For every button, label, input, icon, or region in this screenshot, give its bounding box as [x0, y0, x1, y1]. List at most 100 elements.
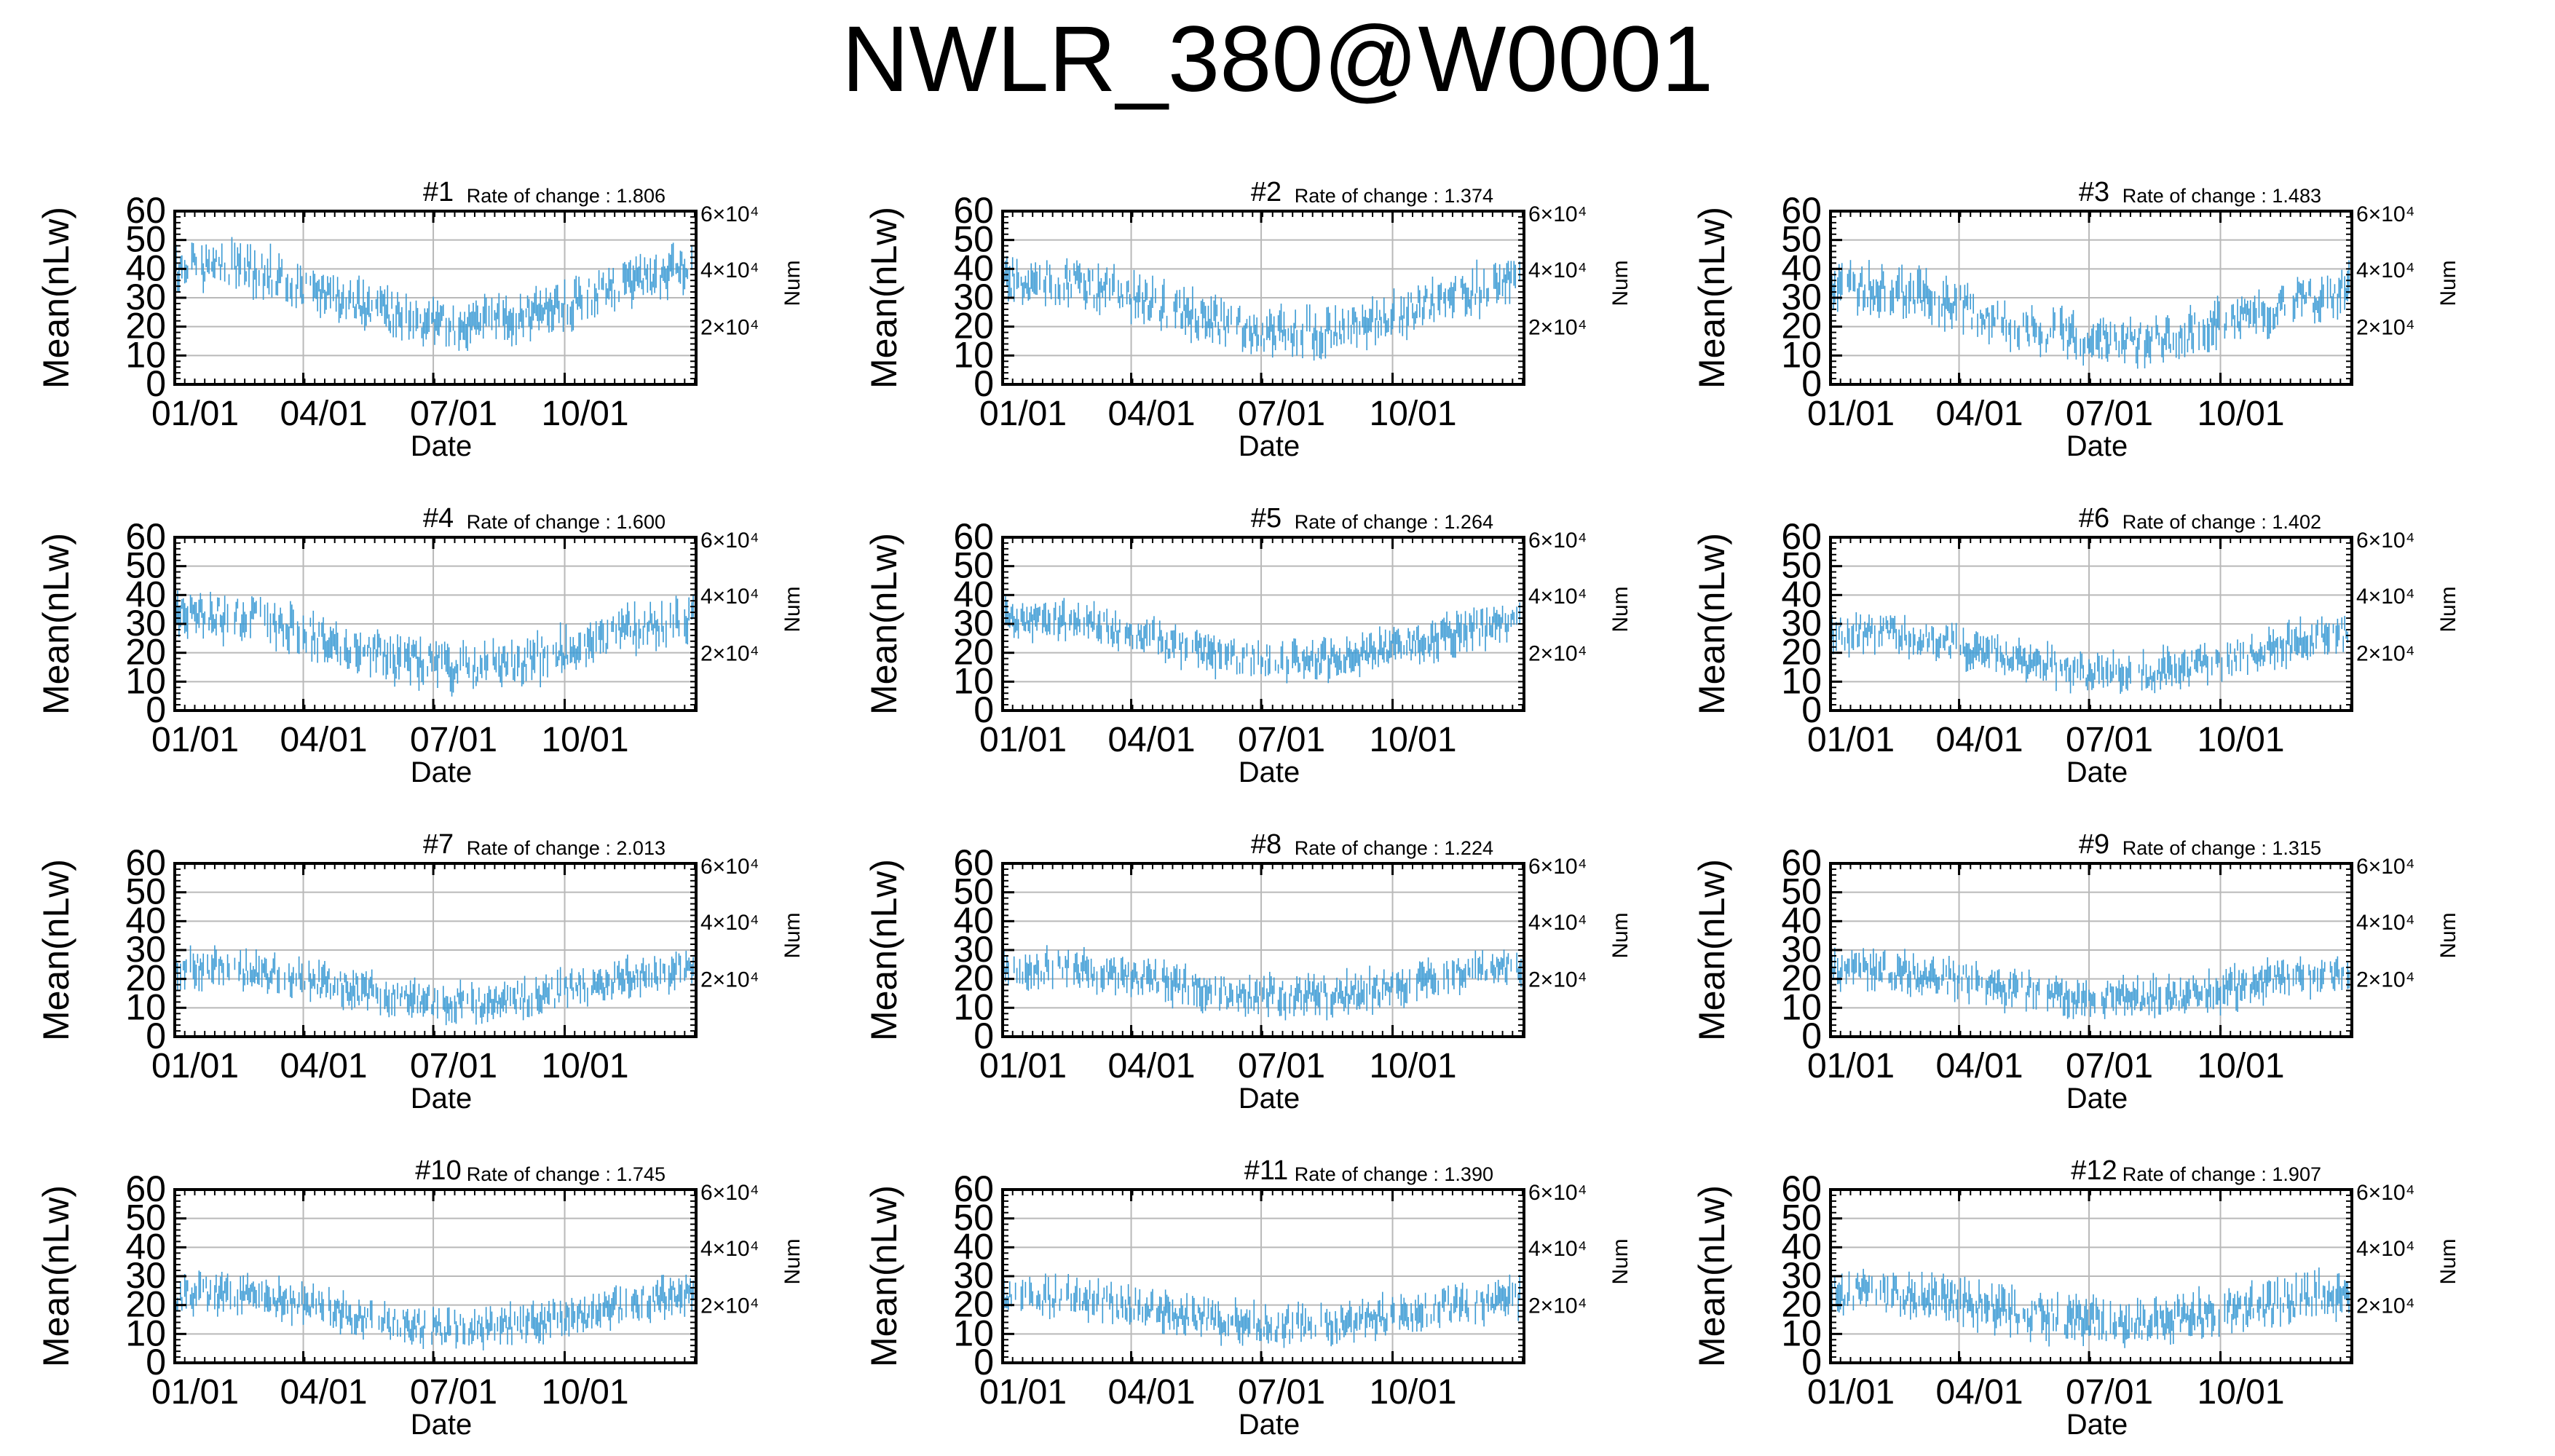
data-series	[1831, 947, 2350, 1019]
x-tick-label: 04/01	[1935, 1047, 2023, 1085]
y-tick-label: 40	[1781, 900, 1822, 941]
x-tick-label: 04/01	[280, 395, 367, 433]
y-tick-label: 20	[953, 306, 994, 347]
x-tick-label: 10/01	[2197, 721, 2284, 759]
y-tick-label: 50	[125, 871, 166, 912]
y-tick-label: 40	[953, 900, 994, 941]
y2-axis-label: Num	[2436, 912, 2460, 958]
y-tick-label: 50	[125, 1198, 166, 1238]
y-tick-label: 30	[1781, 603, 1822, 644]
page-title: NWLR_380@W0001	[841, 7, 1714, 111]
rate-of-change-label: Rate of change : 1.224	[1295, 837, 1493, 859]
y2-tick-label: 6×10⁴	[2356, 855, 2414, 879]
y2-axis-label: Num	[1608, 912, 1632, 958]
y2-tick-label: 4×10⁴	[700, 911, 759, 935]
data-series	[1831, 260, 2350, 369]
y-tick-label: 60	[953, 190, 994, 231]
y-axis-label: Mean(nLw)	[36, 207, 76, 389]
y-tick-label: 10	[953, 986, 994, 1027]
y2-tick-label: 2×10⁴	[700, 968, 759, 992]
y-axis-label: Mean(nLw)	[1691, 859, 1732, 1041]
y-axis-label: Mean(nLw)	[864, 533, 904, 715]
x-tick-label: 10/01	[2197, 395, 2284, 433]
y-tick-label: 30	[125, 929, 166, 970]
y-tick-label: 60	[125, 190, 166, 231]
y2-tick-label: 6×10⁴	[1528, 202, 1587, 226]
y-tick-label: 10	[1781, 986, 1822, 1027]
x-tick-label: 10/01	[541, 1373, 628, 1412]
y-tick-label: 0	[1801, 1016, 1822, 1056]
y-tick-label: 50	[953, 219, 994, 260]
y-tick-label: 40	[953, 574, 994, 614]
x-tick-label: 07/01	[1238, 395, 1325, 433]
y2-tick-label: 4×10⁴	[1528, 258, 1587, 282]
y-tick-label: 10	[1781, 334, 1822, 375]
x-axis-label: Date	[2066, 756, 2128, 788]
y-tick-label: 30	[125, 277, 166, 317]
x-tick-label: 04/01	[1935, 721, 2023, 759]
y-tick-label: 30	[953, 929, 994, 970]
y-tick-label: 40	[125, 1226, 166, 1267]
x-tick-label: 07/01	[2066, 1047, 2153, 1085]
x-axis-label: Date	[1239, 1083, 1300, 1115]
y-tick-label: 0	[974, 1016, 994, 1056]
y-tick-label: 0	[146, 1342, 166, 1382]
y-axis-label: Mean(nLw)	[1691, 533, 1732, 715]
rate-of-change-label: Rate of change : 1.374	[1295, 185, 1493, 207]
y-axis-label: Mean(nLw)	[36, 1185, 76, 1367]
y-tick-label: 30	[125, 603, 166, 644]
y2-tick-label: 4×10⁴	[700, 1237, 759, 1261]
data-series	[1831, 612, 2348, 695]
y2-axis-label: Num	[781, 912, 805, 958]
y-axis-label: Mean(nLw)	[864, 207, 904, 389]
panel-title: #8	[1251, 829, 1282, 860]
panel-title: #10	[415, 1155, 461, 1186]
y2-tick-label: 6×10⁴	[700, 1181, 759, 1205]
y-tick-label: 60	[125, 516, 166, 557]
y-tick-label: 50	[1781, 545, 1822, 586]
x-tick-label: 01/01	[979, 1047, 1067, 1085]
y-tick-label: 30	[953, 277, 994, 317]
y2-tick-label: 4×10⁴	[2356, 258, 2414, 282]
y2-tick-label: 2×10⁴	[700, 315, 759, 339]
y-tick-label: 0	[974, 689, 994, 730]
x-tick-label: 04/01	[1935, 395, 2023, 433]
y-tick-label: 0	[1801, 363, 1822, 404]
y2-axis-label: Num	[781, 1238, 805, 1284]
y2-axis-label: Num	[781, 586, 805, 632]
data-series	[175, 1270, 694, 1350]
y-tick-label: 30	[1781, 277, 1822, 317]
y2-tick-label: 4×10⁴	[2356, 585, 2414, 609]
y-tick-label: 20	[125, 306, 166, 347]
x-tick-label: 07/01	[2066, 395, 2153, 433]
y2-tick-label: 6×10⁴	[1528, 529, 1587, 553]
y-tick-label: 20	[1781, 632, 1822, 673]
y-tick-label: 20	[953, 958, 994, 999]
y2-tick-label: 2×10⁴	[1528, 641, 1587, 665]
y-tick-label: 20	[953, 632, 994, 673]
rate-of-change-label: Rate of change : 1.483	[2122, 185, 2321, 207]
panel-title: #1	[423, 177, 454, 207]
x-tick-label: 01/01	[979, 721, 1067, 759]
y-tick-label: 30	[125, 1255, 166, 1296]
panel-title: #4	[423, 503, 454, 534]
y2-tick-label: 4×10⁴	[1528, 585, 1587, 609]
x-tick-label: 01/01	[1807, 721, 1895, 759]
y-tick-label: 40	[125, 574, 166, 614]
x-tick-label: 04/01	[1107, 721, 1195, 759]
y-tick-label: 0	[974, 363, 994, 404]
y2-tick-label: 2×10⁴	[1528, 315, 1587, 339]
x-tick-label: 04/01	[1107, 395, 1195, 433]
y-tick-label: 10	[1781, 660, 1822, 701]
y-tick-label: 50	[1781, 871, 1822, 912]
x-tick-label: 01/01	[151, 395, 239, 433]
x-tick-label: 01/01	[1807, 1047, 1895, 1085]
rate-of-change-label: Rate of change : 1.264	[1295, 511, 1493, 533]
